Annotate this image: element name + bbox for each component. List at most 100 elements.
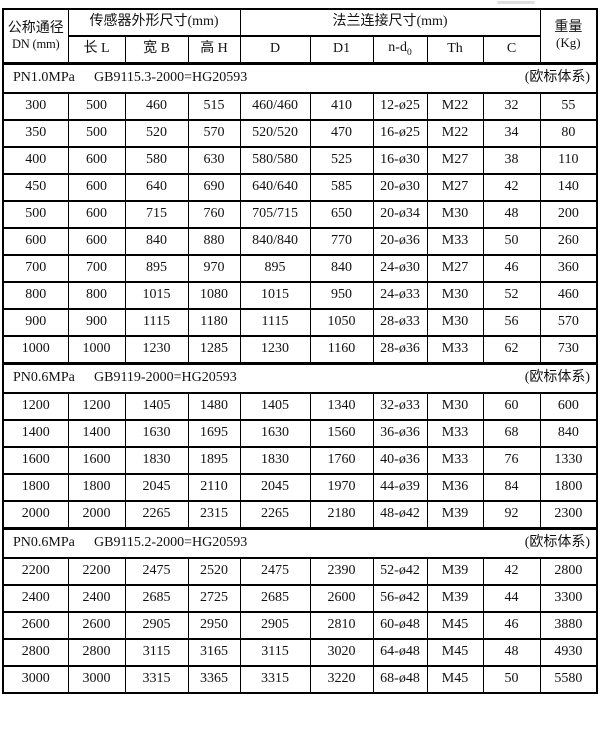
- cell-d1: 1160: [309, 335, 374, 364]
- cell-th: M22: [426, 92, 484, 121]
- cell-c: 48: [482, 200, 541, 229]
- cell-width-b: 2265: [124, 500, 189, 529]
- table-row: 1400 1400 1630 1695 1630 1560 36-ø36 M33 68 840: [2, 419, 598, 448]
- cell-n-d0: 64-ø48: [372, 638, 428, 667]
- cell-c: 60: [482, 392, 541, 421]
- cell-th: M30: [426, 200, 484, 229]
- cell-length-l: 800: [67, 281, 126, 310]
- cell-d: 1230: [239, 335, 311, 364]
- cell-length-l: 700: [67, 254, 126, 283]
- cell-c: 76: [482, 446, 541, 475]
- cell-length-l: 600: [67, 146, 126, 175]
- cell-height-h: 2725: [187, 584, 241, 613]
- table-row: 2400 2400 2685 2725 2685 2600 56-ø42 M39 44 3300: [2, 584, 598, 613]
- cell-d1: 3220: [309, 665, 374, 694]
- cell-d: 580/580: [239, 146, 311, 175]
- cell-width-b: 2905: [124, 611, 189, 640]
- cell-width-b: 1630: [124, 419, 189, 448]
- cell-n-d0: 24-ø30: [372, 254, 428, 283]
- cell-c: 50: [482, 227, 541, 256]
- cell-th: M45: [426, 611, 484, 640]
- cell-d: 2045: [239, 473, 311, 502]
- header-n-d0-subscript: 0: [406, 47, 412, 58]
- table-row: 1000 1000 1230 1285 1230 1160 28-ø36 M33 62 730: [2, 335, 598, 364]
- cell-weight-kg: 55: [539, 92, 598, 121]
- cell-length-l: 1800: [67, 473, 126, 502]
- cell-width-b: 2475: [124, 557, 189, 586]
- cell-width-b: 895: [124, 254, 189, 283]
- header-d: D: [239, 35, 311, 64]
- cell-length-l: 1400: [67, 419, 126, 448]
- cell-dn: 350: [2, 119, 69, 148]
- cell-width-b: 1015: [124, 281, 189, 310]
- cell-n-d0: 12-ø25: [372, 92, 428, 121]
- cell-dn: 450: [2, 173, 69, 202]
- cell-c: 46: [482, 254, 541, 283]
- cell-d1: 2180: [309, 500, 374, 529]
- cell-th: M27: [426, 146, 484, 175]
- cell-d1: 2810: [309, 611, 374, 640]
- cell-width-b: 460: [124, 92, 189, 121]
- table-row: 300 500 460 515 460/460 410 12-ø25 M22 32 55: [2, 92, 598, 121]
- cell-d1: 1760: [309, 446, 374, 475]
- cell-length-l: 3000: [67, 665, 126, 694]
- cell-dn: 800: [2, 281, 69, 310]
- cell-d1: 470: [309, 119, 374, 148]
- cell-length-l: 2000: [67, 500, 126, 529]
- cell-d1: 525: [309, 146, 374, 175]
- cell-height-h: 515: [187, 92, 241, 121]
- cell-n-d0: 24-ø33: [372, 281, 428, 310]
- cell-weight-kg: 840: [539, 419, 598, 448]
- table-row: 700 700 895 970 895 840 24-ø30 M27 46 360: [2, 254, 598, 283]
- cell-d: 705/715: [239, 200, 311, 229]
- cell-width-b: 2685: [124, 584, 189, 613]
- cell-weight-kg: 730: [539, 335, 598, 364]
- cell-d1: 585: [309, 173, 374, 202]
- cell-d: 3315: [239, 665, 311, 694]
- cell-weight-kg: 2300: [539, 500, 598, 529]
- cell-n-d0: 28-ø36: [372, 335, 428, 364]
- header-weight-line1: 重量: [554, 20, 583, 36]
- cell-height-h: 1180: [187, 308, 241, 337]
- cell-c: 38: [482, 146, 541, 175]
- cell-weight-kg: 200: [539, 200, 598, 229]
- cell-c: 50: [482, 665, 541, 694]
- header-th: Th: [426, 35, 484, 64]
- cell-th: M39: [426, 584, 484, 613]
- cell-weight-kg: 2800: [539, 557, 598, 586]
- section-system-note: (欧标体系): [524, 370, 591, 386]
- cell-c: 46: [482, 611, 541, 640]
- cell-th: M27: [426, 254, 484, 283]
- section-system-note: (欧标体系): [524, 70, 591, 86]
- cell-d: 1015: [239, 281, 311, 310]
- section-system-note: (欧标体系): [524, 535, 591, 551]
- cell-c: 32: [482, 92, 541, 121]
- cell-weight-kg: 360: [539, 254, 598, 283]
- header-weight: 重量 (Kg): [539, 8, 598, 64]
- header-dn-line1: 公称通径: [7, 20, 64, 36]
- header-n-d0-prefix: n-d: [388, 39, 407, 55]
- cell-th: M33: [426, 446, 484, 475]
- cell-d: 1630: [239, 419, 311, 448]
- cell-weight-kg: 1330: [539, 446, 598, 475]
- cell-th: M33: [426, 419, 484, 448]
- header-width-b: 宽 B: [124, 35, 189, 64]
- section-header-cell: PN1.0MPa GB9115.3-2000=HG20593 (欧标体系): [2, 61, 598, 94]
- cell-n-d0: 16-ø30: [372, 146, 428, 175]
- cell-d1: 1560: [309, 419, 374, 448]
- cell-length-l: 2800: [67, 638, 126, 667]
- cell-width-b: 640: [124, 173, 189, 202]
- cell-height-h: 1080: [187, 281, 241, 310]
- cell-weight-kg: 5580: [539, 665, 598, 694]
- table-row: 2000 2000 2265 2315 2265 2180 48-ø42 M39 92 2300: [2, 500, 598, 529]
- cell-dn: 900: [2, 308, 69, 337]
- section-standard-code: GB9115.3-2000=HG20593: [94, 70, 248, 86]
- cell-n-d0: 48-ø42: [372, 500, 428, 529]
- cell-height-h: 970: [187, 254, 241, 283]
- cell-length-l: 500: [67, 92, 126, 121]
- cell-th: M27: [426, 173, 484, 202]
- table-row: 800 800 1015 1080 1015 950 24-ø33 M30 52 460: [2, 281, 598, 310]
- cell-d1: 3020: [309, 638, 374, 667]
- cell-height-h: 570: [187, 119, 241, 148]
